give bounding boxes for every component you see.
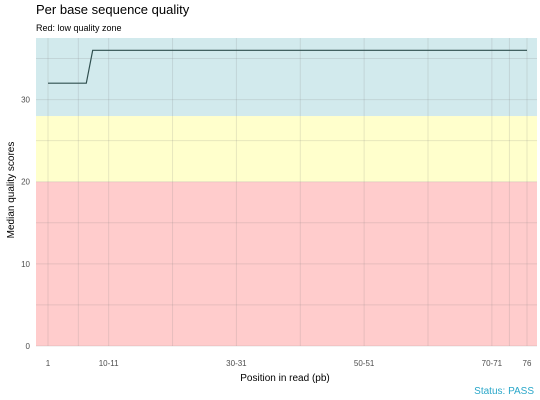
quality-zones	[36, 38, 537, 346]
x-tick-label: 30-31	[226, 359, 247, 368]
median-quality-line	[48, 49, 527, 84]
chart-title: Per base sequence quality	[36, 2, 190, 17]
zone-high	[36, 38, 537, 117]
status-pass-label: Status: PASS	[474, 386, 534, 397]
x-tick-label: 70-71	[482, 359, 503, 368]
grid-lines	[36, 38, 537, 347]
y-tick-label: 0	[26, 342, 31, 351]
x-tick-label: 10-11	[99, 359, 119, 368]
y-axis-ticks: 0 10 20 30	[21, 96, 30, 351]
x-tick-label: 76	[523, 359, 532, 368]
zone-low	[36, 181, 537, 346]
zone-medium	[36, 116, 537, 182]
series-layer	[48, 49, 527, 84]
x-axis-title: Position in read (pb)	[240, 373, 330, 384]
y-axis-title: Median quality scores	[6, 142, 17, 239]
y-tick-label: 20	[21, 178, 30, 187]
y-tick-label: 10	[21, 260, 30, 269]
y-tick-label: 30	[21, 96, 30, 105]
x-axis-ticks: 1 10-11 30-31 50-51 70-71 76	[46, 359, 532, 368]
x-tick-label: 50-51	[354, 359, 375, 368]
x-tick-label: 1	[46, 359, 51, 368]
chart-subtitle: Red: low quality zone	[36, 23, 122, 33]
